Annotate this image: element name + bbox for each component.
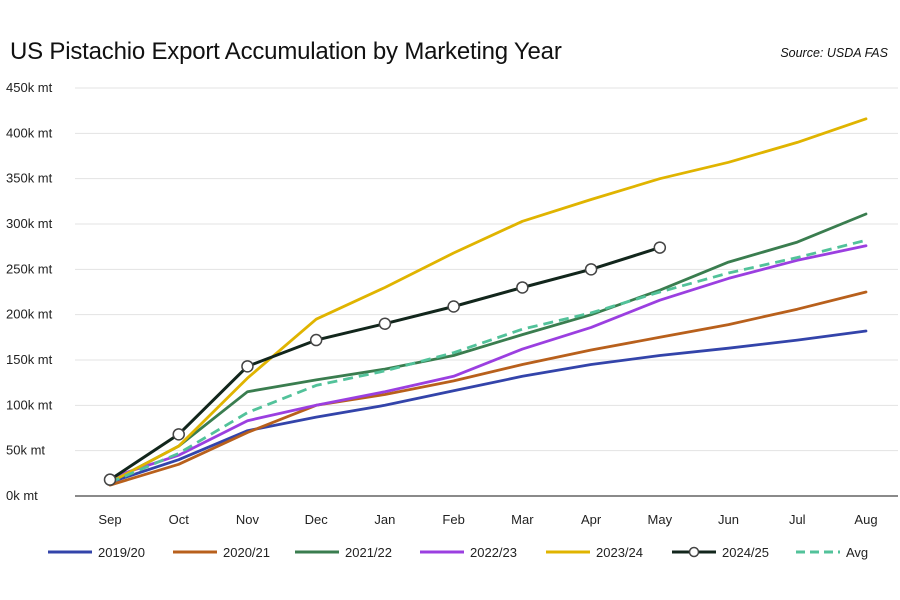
y-tick-label: 150k mt (6, 352, 53, 367)
data-point-2024-25 (516, 281, 529, 294)
y-tick-label: 200k mt (6, 307, 53, 322)
series-line-2022-23 (108, 244, 868, 480)
y-tick-label: 300k mt (6, 216, 53, 231)
legend-label-2024-25: 2024/25 (722, 545, 769, 560)
y-tick-label: 250k mt (6, 261, 53, 276)
data-point-2024-25 (103, 473, 117, 486)
data-point-2024-25 (378, 317, 392, 330)
series-line-avg (109, 238, 867, 484)
x-tick-label: Jul (789, 512, 806, 527)
series-line-2024-25 (108, 246, 662, 482)
x-tick-label: Sep (98, 512, 121, 527)
y-tick-label: 450k mt (6, 80, 53, 95)
series-line-2019-20 (108, 329, 868, 484)
data-point-2024-25 (447, 300, 460, 313)
series-line-2023-24 (108, 117, 868, 484)
x-tick-label: Oct (169, 512, 190, 527)
y-tick-label: 50k mt (6, 443, 45, 458)
chart-title: US Pistachio Export Accumulation by Mark… (10, 38, 562, 65)
data-point-2024-25 (653, 241, 667, 254)
legend-marker-2024-25 (688, 546, 700, 558)
x-tick-label: Nov (236, 512, 260, 527)
data-point-2024-25 (172, 428, 185, 441)
legend-label-avg: Avg (846, 545, 868, 560)
x-tick-label: Dec (305, 512, 329, 527)
legend-label-2023-24: 2023/24 (596, 545, 643, 560)
y-tick-label: 0k mt (6, 488, 38, 503)
x-tick-label: Apr (581, 512, 602, 527)
legend-label-2021-22: 2021/22 (345, 545, 392, 560)
x-tick-label: May (648, 512, 673, 527)
data-point-2024-25 (309, 333, 323, 347)
y-tick-label: 400k mt (6, 125, 53, 140)
legend-label-2022-23: 2022/23 (470, 545, 517, 560)
x-tick-label: Feb (442, 512, 464, 527)
data-point-2024-25 (584, 263, 598, 276)
y-tick-label: 350k mt (6, 171, 53, 186)
x-tick-label: Jan (374, 512, 395, 527)
x-tick-label: Aug (854, 512, 877, 527)
x-tick-label: Jun (718, 512, 739, 527)
x-tick-label: Mar (511, 512, 534, 527)
data-point-2024-25 (241, 360, 254, 373)
legend-label-2019-20: 2019/20 (98, 545, 145, 560)
series-line-2021-22 (108, 212, 868, 484)
series-line-2020-21 (108, 290, 868, 487)
chart-source: Source: USDA FAS (780, 46, 888, 60)
legend-label-2020-21: 2020/21 (223, 545, 270, 560)
y-tick-label: 100k mt (6, 397, 53, 412)
